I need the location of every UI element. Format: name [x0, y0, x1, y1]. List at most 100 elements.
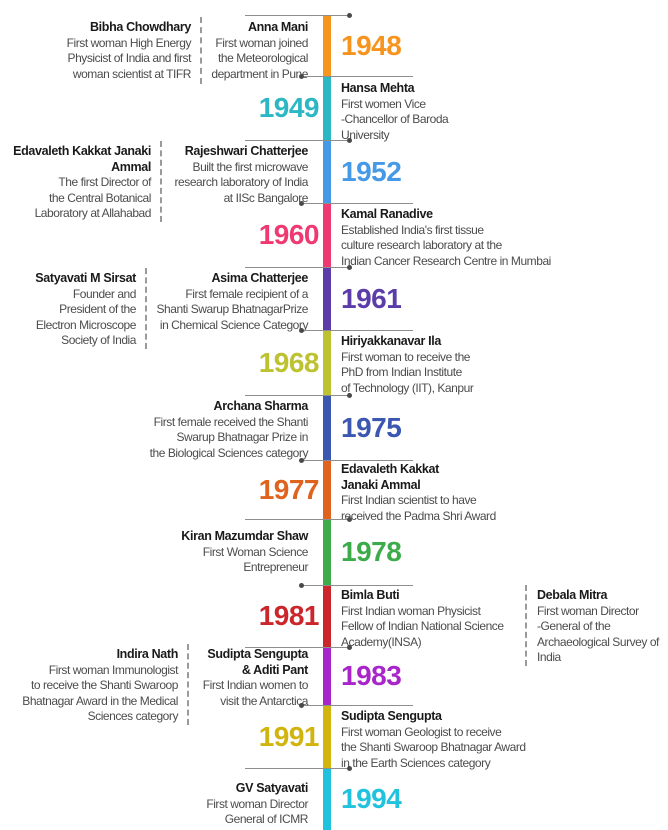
entry-name: Archana Sharma: [213, 399, 309, 413]
entry-name: GV Satyavati: [235, 781, 309, 795]
year-label-1948: 1948: [341, 29, 402, 61]
entry-1949: Hansa Mehta First women Vice -Chancellor …: [341, 81, 449, 143]
year-label-1961: 1961: [341, 282, 402, 314]
connector-line-1991: [301, 705, 413, 706]
entry-desc: The first Director of the Central Botani…: [34, 175, 152, 220]
entry-name: Sudipta Sengupta & Aditi Pant: [207, 647, 308, 677]
connector-line-1960: [301, 203, 413, 204]
entry-1991: Sudipta Sengupta First woman Geologist to…: [341, 709, 526, 771]
entry-extra-1948: Bibha Chowdhary First woman High Energy P…: [67, 17, 202, 84]
entry-desc: First women Vice -Chancellor of Baroda U…: [341, 96, 449, 142]
entry-1948: Anna Mani First woman joined the Meteorol…: [211, 20, 308, 82]
entry-extra-1961: Satyavati M Sirsat Founder and President …: [35, 268, 147, 349]
connector-line-1975: [245, 395, 350, 396]
entry-1968: Hiriyakkanavar Ila First woman to receive…: [341, 334, 474, 396]
year-label-1981: 1981: [258, 600, 320, 631]
entry-name: Hansa Mehta: [341, 81, 415, 95]
connector-dot-1981: [299, 583, 304, 588]
entry-name: Anna Mani: [247, 20, 308, 34]
entry-desc: Established India's first tissue culture…: [341, 222, 551, 268]
entry-1975: Archana Sharma First female received the …: [149, 399, 309, 461]
entry-name: Kiran Mazumdar Shaw: [181, 529, 308, 543]
year-label-1983: 1983: [341, 660, 402, 691]
entry-extra-1983: Indira Nath First woman Immunologist to r…: [22, 644, 189, 725]
year-label-1975: 1975: [341, 411, 402, 443]
entry-1994: GV Satyavati First woman Director General…: [206, 781, 308, 828]
timeline-bar-segment-1994: [323, 768, 331, 830]
timeline-bar-segment-1961: [323, 267, 331, 330]
timeline-bar-segment-1975: [323, 395, 331, 460]
entry-name: Asima Chatterjee: [211, 271, 308, 285]
year-label-1991: 1991: [258, 720, 320, 752]
connector-dot-1983: [347, 645, 352, 650]
connector-dot-1949: [299, 74, 304, 79]
connector-line-1981: [301, 585, 413, 586]
year-label-1960: 1960: [258, 219, 320, 250]
entry-name: Rajeshwari Chatterjee: [184, 144, 309, 158]
entry-name: Indira Nath: [116, 647, 179, 661]
connector-line-1978: [245, 519, 350, 520]
year-label-1978: 1978: [341, 536, 402, 567]
entry-desc: First Woman Science Entrepreneur: [202, 544, 309, 575]
timeline-bar-segment-1960: [323, 203, 331, 267]
entry-name: Hiriyakkanavar Ila: [341, 334, 442, 348]
connector-line-1948: [245, 15, 350, 16]
entry-1960: Kamal Ranadive Established India's first …: [341, 207, 551, 269]
timeline-bar-segment-1948: [323, 15, 331, 76]
entry-1961: Asima Chatterjee First female recipient o…: [157, 271, 309, 333]
connector-line-1961: [245, 267, 350, 268]
entry-desc: First woman to receive the PhD from Indi…: [341, 349, 474, 395]
connector-dot-1948: [347, 13, 352, 18]
year-label-1952: 1952: [341, 155, 402, 187]
timeline-bar-segment-1981: [323, 585, 331, 647]
connector-line-1968: [301, 330, 413, 331]
connector-line-1952: [245, 140, 350, 141]
entry-name: Sudipta Sengupta: [341, 709, 442, 723]
connector-line-1977: [301, 460, 413, 461]
timeline-bar-segment-1952: [323, 140, 331, 203]
entry-desc: First Indian scientist to have received …: [341, 493, 496, 523]
entry-desc: First Indian woman Physicist Fellow of I…: [341, 603, 504, 649]
timeline-bar-segment-1949: [323, 76, 331, 140]
connector-dot-1960: [299, 201, 304, 206]
entry-1983: Sudipta Sengupta & Aditi Pant First India…: [203, 647, 309, 709]
entry-1952: Rajeshwari Chatterjee Built the first mic…: [174, 144, 309, 206]
year-label-1949: 1949: [258, 92, 320, 123]
year-label-1968: 1968: [258, 346, 320, 378]
entry-name: Satyavati M Sirsat: [35, 271, 136, 285]
entry-extra-1981: Debala Mitra First woman Director -Genera…: [525, 585, 659, 666]
timeline-bar-segment-1978: [323, 519, 331, 585]
entry-name: Edavaleth Kakkat Janaki Ammal: [13, 144, 151, 174]
entry-desc: Founder and President of the Electron Mi…: [35, 286, 137, 348]
connector-line-1949: [301, 76, 413, 77]
connector-dot-1977: [299, 458, 304, 463]
entry-desc: First woman joined the Meteorological de…: [211, 35, 308, 81]
entry-desc: Built the first microwave research labor…: [174, 159, 309, 205]
timeline-bar-segment-1977: [323, 460, 331, 519]
entry-1981: Bimla Buti First Indian woman Physicist F…: [341, 588, 504, 650]
entry-name: Kamal Ranadive: [341, 207, 433, 221]
entry-desc: First woman Geologist to receive the Sha…: [341, 724, 526, 770]
year-label-1977: 1977: [258, 473, 320, 505]
entry-name: Debala Mitra: [537, 588, 608, 602]
entry-extra-1952: Edavaleth Kakkat Janaki Ammal The first D…: [13, 141, 162, 222]
connector-dot-1968: [299, 328, 304, 333]
entry-desc: First woman Immunologist to receive the …: [22, 662, 178, 724]
entry-1978: Kiran Mazumdar Shaw First Woman Science E…: [181, 529, 308, 576]
entry-desc: First woman Director General of ICMR: [206, 796, 308, 827]
year-label-1994: 1994: [341, 783, 402, 814]
connector-line-1994: [245, 768, 350, 769]
timeline-bar-segment-1983: [323, 647, 331, 705]
entry-name: Bimla Buti: [341, 588, 400, 602]
entry-name: Bibha Chowdhary: [89, 20, 191, 34]
connector-dot-1961: [347, 265, 352, 270]
connector-dot-1991: [299, 703, 304, 708]
entry-desc: First female received the Shanti Swarup …: [149, 414, 309, 460]
connector-line-1983: [245, 647, 350, 648]
entry-1977: Edavaleth Kakkat Janaki Ammal First India…: [341, 462, 496, 524]
connector-dot-1978: [347, 517, 352, 522]
entry-name: Edavaleth Kakkat Janaki Ammal: [341, 462, 439, 492]
timeline-bar-segment-1991: [323, 705, 331, 768]
entry-desc: First woman Director -General of the Arc…: [537, 603, 659, 665]
